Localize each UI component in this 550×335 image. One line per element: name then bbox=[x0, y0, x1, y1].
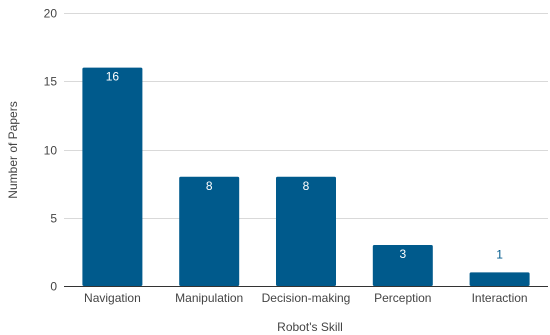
y-tick-label: 15 bbox=[44, 75, 58, 89]
bar bbox=[276, 176, 336, 286]
gridlines bbox=[64, 13, 548, 287]
x-tick-label: Decision-making bbox=[262, 291, 351, 305]
bar-value-label: 1 bbox=[496, 247, 503, 261]
x-tick-label: Manipulation bbox=[175, 291, 243, 305]
x-axis-ticks: Navigation Manipulation Decision-making Per… bbox=[84, 291, 528, 305]
y-axis-ticks: 0 5 10 15 20 bbox=[44, 7, 58, 294]
y-tick-label: 20 bbox=[44, 7, 58, 21]
bar bbox=[82, 67, 143, 286]
bar-value-label: 3 bbox=[399, 247, 406, 261]
y-tick-label: 10 bbox=[44, 144, 58, 158]
x-tick-label: Interaction bbox=[472, 291, 528, 305]
y-axis-title: Number of Papers bbox=[6, 101, 20, 198]
bar-value-label: 16 bbox=[106, 70, 120, 84]
bar-value-label: 8 bbox=[303, 179, 310, 193]
bar-value-label: 8 bbox=[206, 179, 213, 193]
x-tick-label: Perception bbox=[374, 291, 431, 305]
x-tick-label: Navigation bbox=[84, 291, 141, 305]
bar bbox=[469, 272, 530, 286]
bars: 16 8 8 3 1 bbox=[82, 67, 530, 286]
bar bbox=[372, 245, 433, 286]
y-tick-label: 5 bbox=[50, 212, 57, 226]
bar bbox=[179, 176, 240, 286]
x-axis-title: Robot's Skill bbox=[277, 320, 343, 334]
y-tick-label: 0 bbox=[50, 280, 57, 294]
